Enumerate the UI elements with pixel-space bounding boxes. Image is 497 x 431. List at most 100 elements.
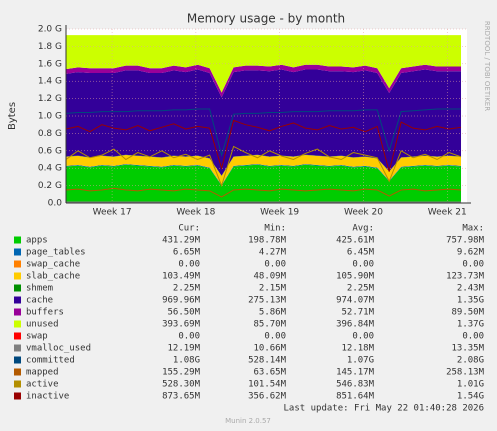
legend-swatch [14, 380, 21, 388]
line [65, 187, 462, 198]
legend-stat: 393.69M [162, 320, 201, 330]
x-tick-label: Week 17 [93, 208, 132, 218]
area [66, 64, 462, 98]
y-tick-label: 1.4 G [38, 77, 62, 87]
legend-stat: 2.43M [457, 284, 485, 294]
legend-stat: 145.17M [336, 368, 375, 378]
legend-swatch [14, 320, 21, 328]
legend-stat: 431.29M [162, 236, 201, 246]
legend-stat: 2.25M [173, 284, 201, 294]
legend-label: swap_cache [26, 260, 80, 270]
area [66, 154, 462, 185]
legend-swatch [14, 392, 21, 400]
legend-stat: 13.35M [451, 344, 484, 354]
legend-stat: 9.62M [457, 248, 485, 258]
legend-stat: 851.64M [336, 392, 375, 402]
legend-swatch [14, 368, 21, 376]
legend-stat: 56.50M [167, 308, 200, 318]
legend-label: vmalloc_used [26, 344, 91, 354]
legend-stat: 12.19M [167, 344, 200, 354]
area [66, 35, 462, 93]
legend-stat: 10.66M [253, 344, 286, 354]
y-tick-label: 0.0 [48, 199, 63, 209]
legend-swatch [14, 236, 21, 244]
legend-stat: 52.71M [341, 308, 374, 318]
y-tick-label: 1.2 G [38, 94, 62, 104]
legend-stat: 0.00 [264, 332, 286, 342]
legend-swatch [14, 272, 21, 280]
legend-stat: 2.08G [457, 356, 484, 366]
area [66, 164, 462, 203]
legend-stat: 425.61M [336, 236, 375, 246]
side-note: RRDTOOL / TOBI OETIKER [483, 21, 491, 111]
x-tick-label: Week 21 [428, 208, 467, 218]
legend-swatch [14, 296, 21, 304]
legend-stat: 356.62M [248, 392, 287, 402]
chart-title: Memory usage - by month [187, 12, 345, 26]
footer: Munin 2.0.57 [225, 417, 271, 425]
legend-stat: 0.00 [352, 332, 374, 342]
line [65, 119, 462, 172]
legend-stat: 546.83M [336, 380, 375, 390]
x-tick-label: Week 18 [176, 208, 215, 218]
legend-header: Min: [264, 224, 286, 234]
legend-label: shmem [26, 284, 53, 294]
legend-stat: 48.09M [253, 272, 286, 282]
legend-label: slab_cache [26, 272, 80, 282]
line [65, 108, 462, 158]
legend-stat: 63.65M [253, 368, 286, 378]
legend-stat: 123.73M [446, 272, 485, 282]
legend-label: page_tables [26, 248, 86, 258]
legend-swatch [14, 308, 21, 316]
legend-label: committed [26, 356, 75, 366]
legend-header: Max: [462, 224, 484, 234]
legend-swatch [14, 356, 21, 364]
y-axis-label: Bytes [7, 102, 18, 130]
legend-stat: 528.30M [162, 380, 201, 390]
legend-stat: 155.29M [162, 368, 201, 378]
legend-stat: 5.86M [259, 308, 287, 318]
legend-stat: 0.00 [462, 260, 484, 270]
x-tick-label: Week 20 [344, 208, 383, 218]
legend-label: apps [26, 236, 48, 246]
legend-stat: 0.00 [178, 332, 200, 342]
legend-label: swap [26, 332, 48, 342]
last-update: Last update: Fri May 22 01:40:28 2026 [284, 404, 484, 414]
x-tick-label: Week 19 [260, 208, 299, 218]
legend-stat: 873.65M [162, 392, 201, 402]
legend-stat: 275.13M [248, 296, 287, 306]
legend-swatch [14, 344, 21, 352]
legend-stat: 0.00 [462, 332, 484, 342]
legend-stat: 258.13M [446, 368, 485, 378]
y-tick-label: 2.0 G [38, 25, 62, 35]
legend-swatch [14, 248, 21, 256]
legend-stat: 1.07G [347, 356, 374, 366]
legend-label: unused [26, 320, 59, 330]
legend-stat: 974.07M [336, 296, 375, 306]
legend-stat: 1.08G [173, 356, 200, 366]
legend-stat: 105.90M [336, 272, 375, 282]
legend-label: active [26, 380, 59, 390]
legend-stat: 103.49M [162, 272, 201, 282]
legend-stat: 1.01G [457, 380, 484, 390]
legend-stat: 396.84M [336, 320, 375, 330]
legend-stat: 528.14M [248, 356, 287, 366]
legend-stat: 4.27M [259, 248, 287, 258]
legend-stat: 2.25M [347, 284, 375, 294]
legend-stat: 6.45M [347, 248, 375, 258]
legend-stat: 101.54M [248, 380, 287, 390]
y-tick-label: 0.2 G [38, 181, 62, 191]
y-tick-label: 1.0 G [38, 112, 62, 122]
area [66, 69, 462, 176]
legend-header: Avg: [352, 224, 374, 234]
legend-swatch [14, 284, 21, 292]
legend-stat: 12.18M [341, 344, 374, 354]
legend-stat: 0.00 [264, 260, 286, 270]
legend-header: Cur: [178, 224, 200, 234]
legend-stat: 1.35G [457, 296, 484, 306]
legend-stat: 969.96M [162, 296, 201, 306]
legend-swatch [14, 260, 21, 268]
legend-label: cache [26, 296, 53, 306]
legend-stat: 1.37G [457, 320, 484, 330]
